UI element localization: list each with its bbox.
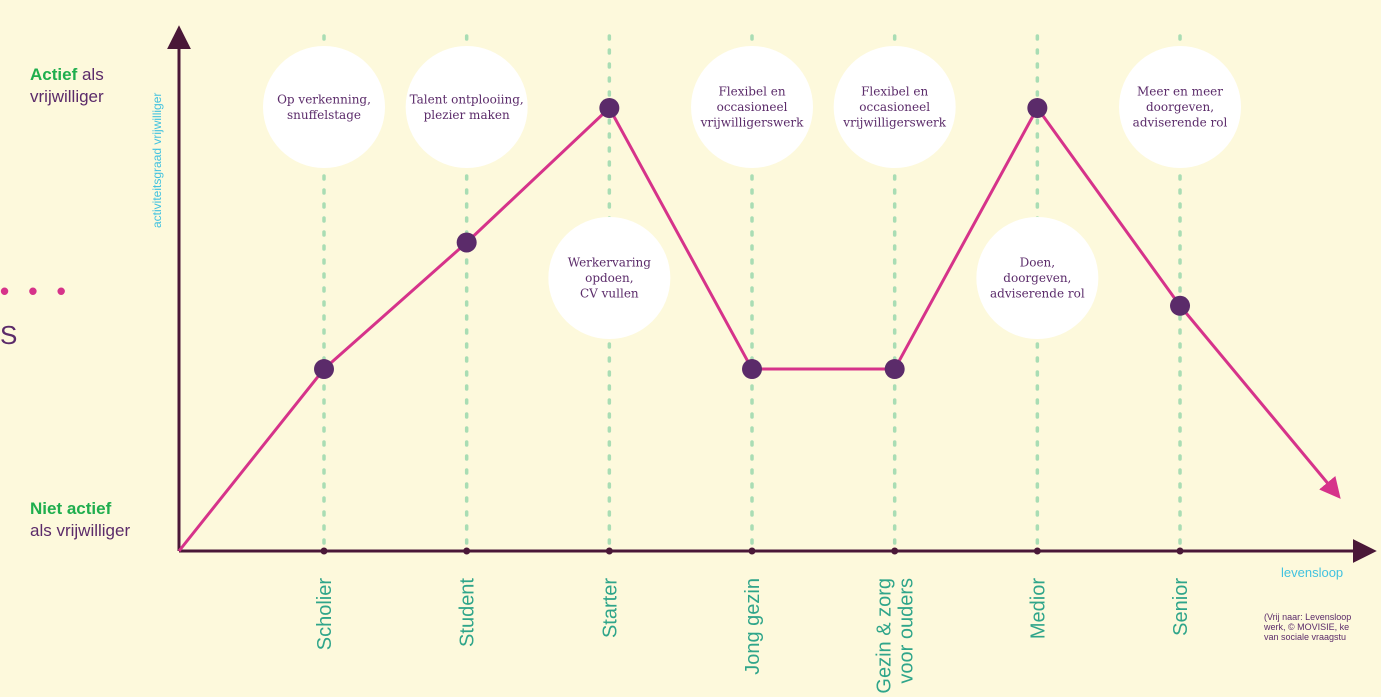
stage-bubble-text: plezier maken xyxy=(424,108,510,122)
y-top-label-rest: als xyxy=(77,65,104,84)
x-tick-dot xyxy=(1176,547,1184,555)
data-point xyxy=(884,359,905,380)
source-note-line: van sociale vraagstu xyxy=(1264,632,1347,642)
x-tick-label: Scholier xyxy=(314,578,336,651)
y-bottom-label-line2: als vrijwilliger xyxy=(30,521,131,540)
x-tick-label: Starter xyxy=(599,578,621,638)
stage-bubble xyxy=(976,217,1099,339)
line-layer xyxy=(177,106,1341,552)
stage-bubble-text: CV vullen xyxy=(580,287,639,301)
x-tick-label: Jong gezin xyxy=(742,578,764,675)
x-tick-dot xyxy=(605,547,613,555)
stage-bubble-text: Flexibel en xyxy=(718,85,785,99)
x-axis-title: levensloop xyxy=(1281,565,1343,580)
x-tick-dot xyxy=(320,547,328,555)
x-tick-label: Senior xyxy=(1170,578,1192,636)
stage-bubble-text: Op verkenning, xyxy=(277,92,371,106)
x-tick-label: voor ouders xyxy=(896,578,918,684)
data-point xyxy=(1027,98,1048,118)
y-top-label-bold: Actief xyxy=(30,65,78,84)
stage-bubble-text: adviserende rol xyxy=(1133,116,1228,130)
left-fragment-letter: S xyxy=(0,320,18,350)
x-tick-dot xyxy=(891,547,899,555)
stage-bubble-text: opdoen, xyxy=(585,271,633,285)
source-note: (Vrij naar: Levensloop werk, © MOVISIE, … xyxy=(1264,612,1381,642)
stage-bubble xyxy=(691,46,814,168)
x-tick-dot xyxy=(1033,547,1041,555)
y-bottom-label: Niet actief als vrijwilliger xyxy=(30,498,130,542)
y-bottom-label-bold: Niet actief xyxy=(30,499,112,518)
x-tick-dot xyxy=(463,547,471,555)
point-layer xyxy=(314,98,1191,555)
data-point xyxy=(456,232,477,253)
stage-bubble-text: occasioneel xyxy=(859,100,930,114)
stage-bubble-text: doorgeven, xyxy=(1146,100,1214,114)
series-line xyxy=(177,106,1182,552)
data-point xyxy=(314,359,334,380)
bubble-layer: Op verkenning, snuffelstage Talent ontploo… xyxy=(263,46,1242,339)
stage-bubble xyxy=(1119,46,1242,168)
x-tick-label: Gezin & zorg xyxy=(874,578,896,694)
stage-bubble xyxy=(405,46,528,168)
stage-bubble-text: Doen, xyxy=(1020,256,1056,270)
stage-bubble-text: Werkervaring xyxy=(568,256,652,270)
y-top-label-line2: vrijwilliger xyxy=(30,87,104,106)
data-point xyxy=(1170,295,1191,316)
stage-bubble-text: Meer en meer xyxy=(1137,85,1223,99)
y-axis-title: activiteitsgraad vrijwilliger xyxy=(150,93,164,228)
x-tick-label: Medior xyxy=(1027,578,1049,639)
left-fragment-dots: • • • xyxy=(0,276,72,306)
stage-bubble xyxy=(548,217,671,339)
series-tail-arrow xyxy=(1178,304,1341,499)
x-tick-label: Student xyxy=(457,578,479,647)
stage-bubble xyxy=(833,46,956,168)
stage-bubble-text: doorgeven, xyxy=(1003,271,1071,285)
stage-bubble-text: Flexibel en xyxy=(861,85,928,99)
stage-bubble-text: vrijwilligerswerk xyxy=(700,116,804,130)
stage-bubble-text: Talent ontplooiing, xyxy=(410,92,524,106)
data-point xyxy=(599,98,620,118)
stage-bubble-text: occasioneel xyxy=(717,100,788,114)
data-point xyxy=(742,359,763,380)
stage-bubble-text: vrijwilligerswerk xyxy=(842,116,946,130)
x-tick-dot xyxy=(748,547,756,555)
source-note-line: (Vrij naar: Levensloop xyxy=(1264,612,1352,622)
axis-layer: activiteitsgraad vrijwilliger levensloop xyxy=(150,25,1377,580)
stage-bubble-text: adviserende rol xyxy=(990,287,1085,301)
label-layer: Scholier Student Starter Jong gezin Gezin & … xyxy=(314,578,1192,694)
source-note-line: werk, © MOVISIE, ke xyxy=(1264,622,1350,632)
stage-bubble xyxy=(263,46,385,168)
y-top-label: Actief als vrijwilliger xyxy=(30,64,104,108)
stage-bubble-text: snuffelstage xyxy=(287,108,361,122)
